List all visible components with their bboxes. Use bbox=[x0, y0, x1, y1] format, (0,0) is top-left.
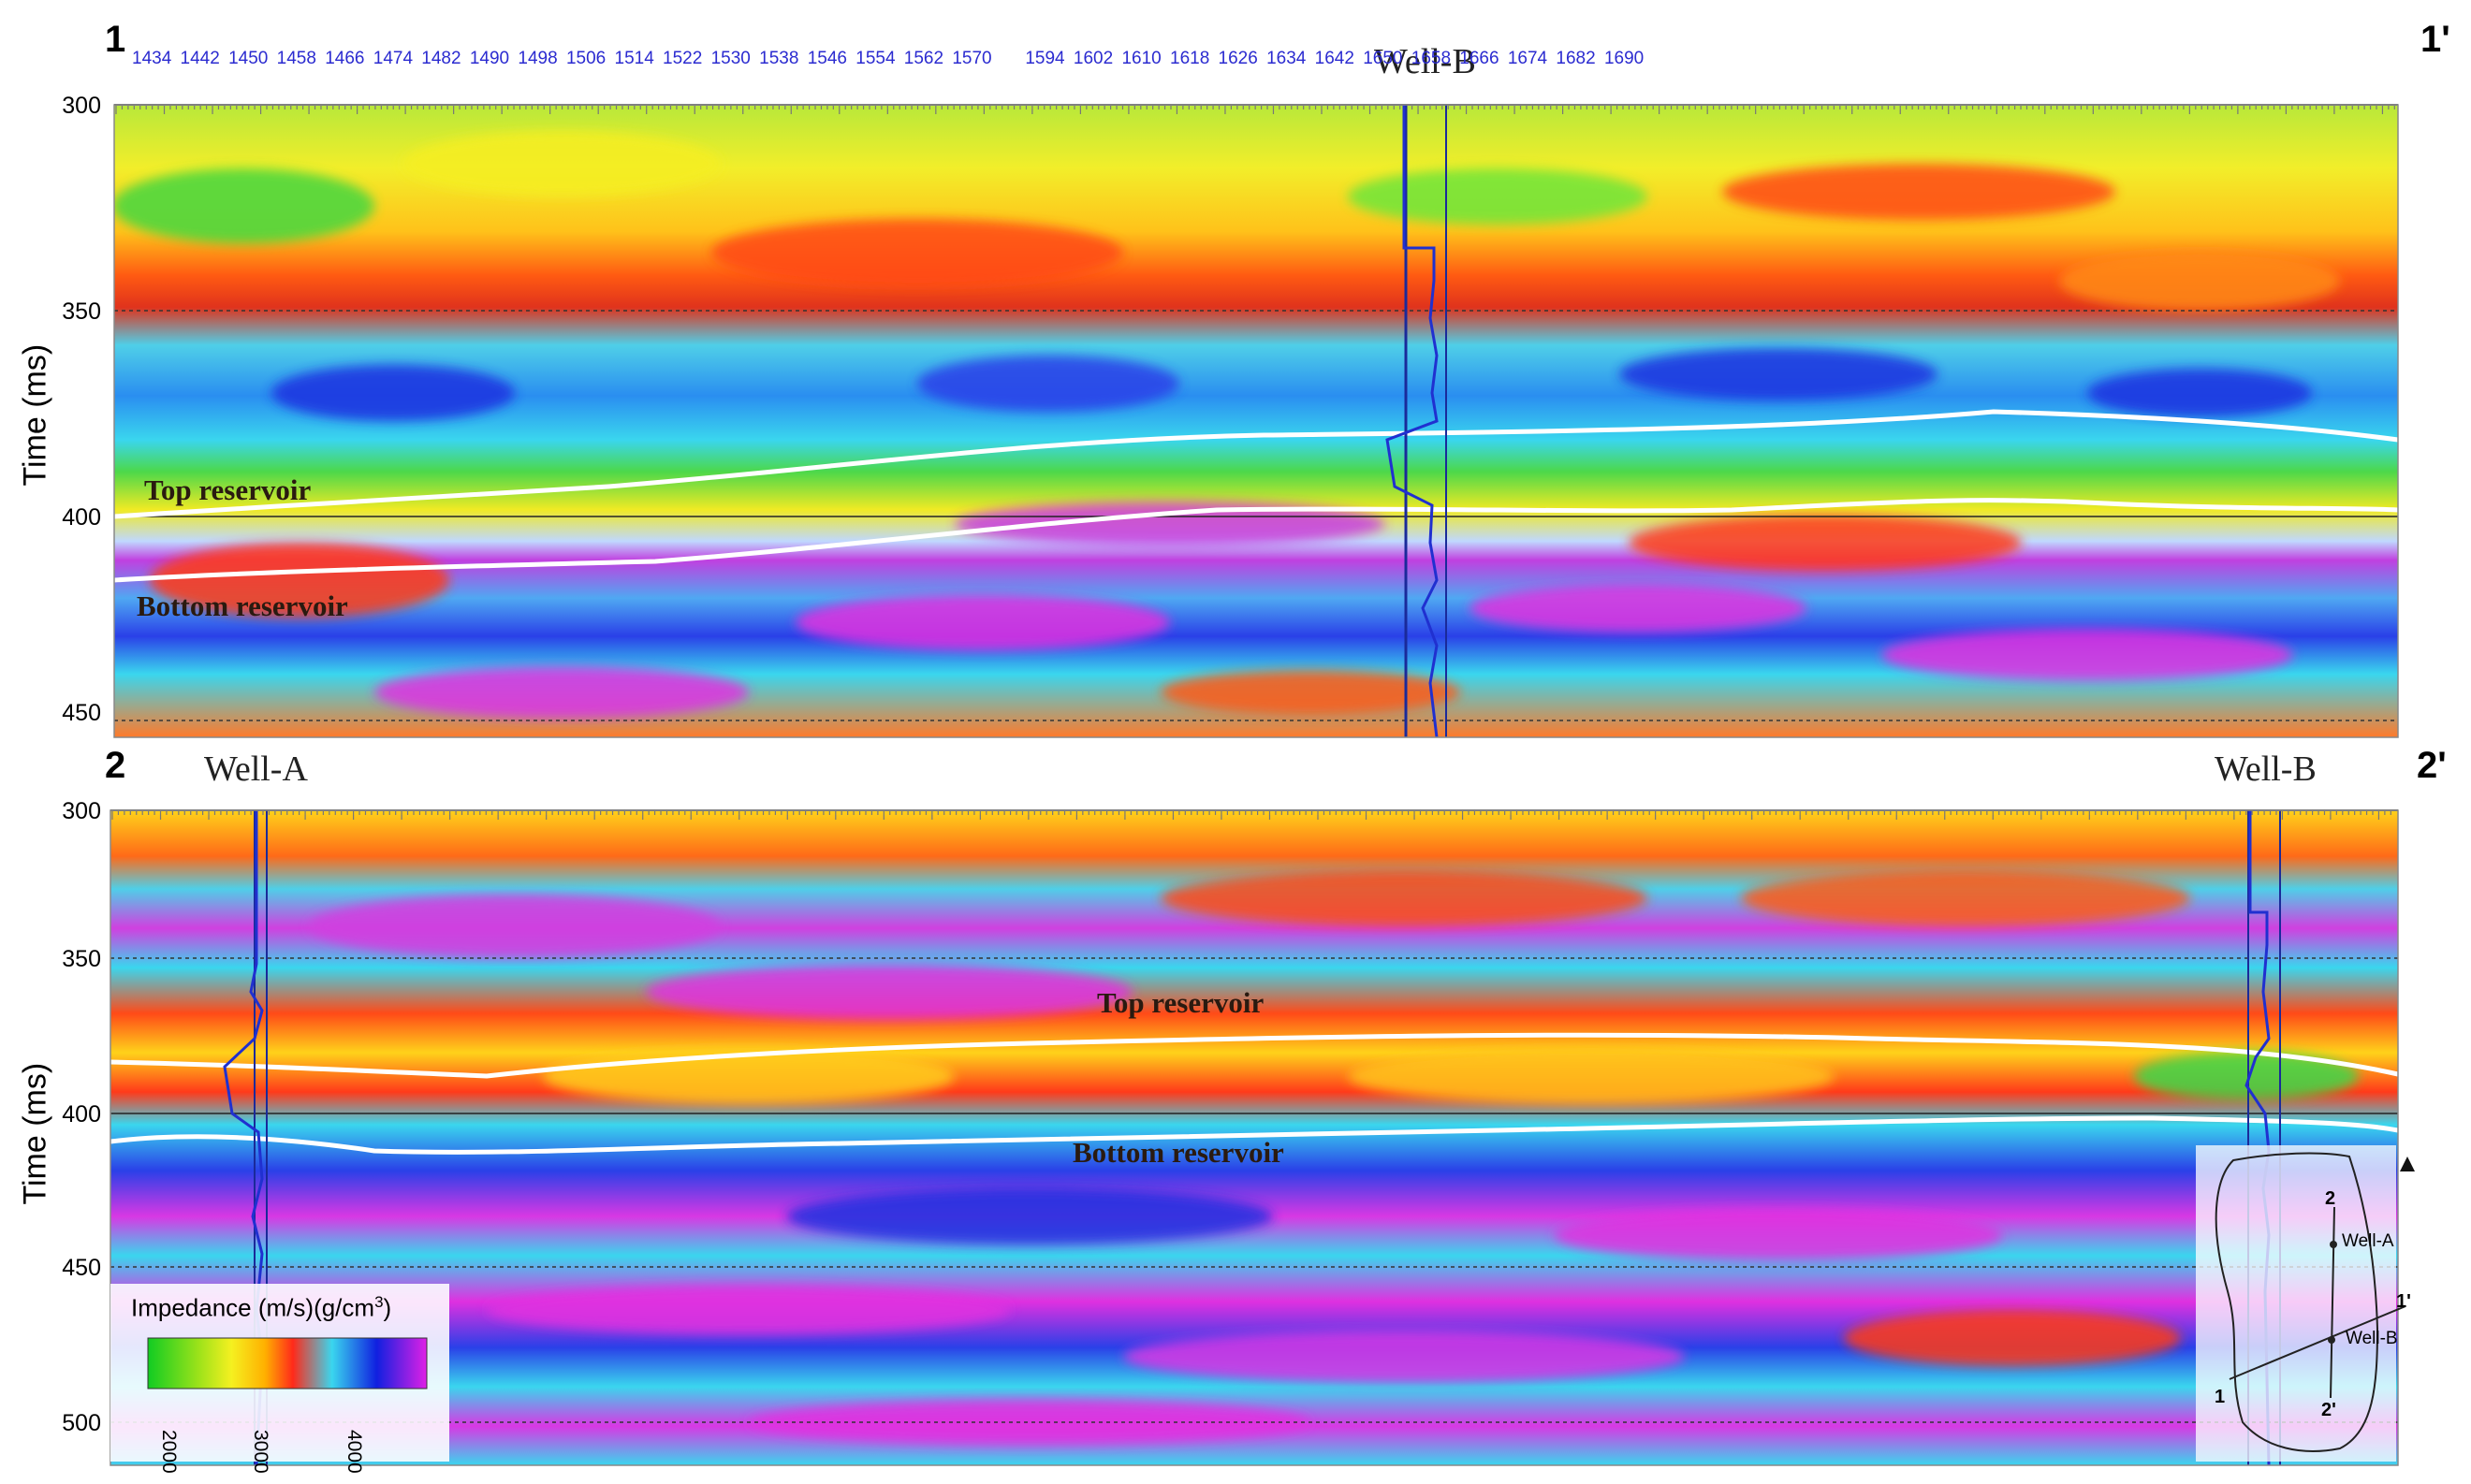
bottom-reservoir-horizon-upper bbox=[113, 498, 2399, 583]
trace-number-label: 1506 bbox=[565, 49, 607, 68]
trace-number-label: 1554 bbox=[855, 49, 896, 68]
trace-number-label: 1642 bbox=[1314, 49, 1354, 68]
section-label-1-prime: 1' bbox=[2420, 19, 2450, 60]
bottom-reservoir-horizon-lower bbox=[110, 1115, 2399, 1155]
legend-color-ramp bbox=[147, 1337, 428, 1389]
legend-tick-4000: 4000 bbox=[344, 1430, 365, 1474]
trace-number-label: 1450 bbox=[228, 49, 269, 68]
trace-number-label: 1466 bbox=[325, 49, 365, 68]
section-label-1: 1 bbox=[105, 19, 126, 60]
trace-number-label: 1570 bbox=[952, 49, 992, 68]
trace-number-label: 1538 bbox=[759, 49, 799, 68]
field-outline bbox=[2215, 1152, 2379, 1452]
trace-number-label: 1618 bbox=[1170, 49, 1210, 68]
well-b-label-bottom: Well-B bbox=[2215, 749, 2317, 789]
y-tick-450-top: 450 bbox=[62, 700, 101, 726]
trace-number-label: 1546 bbox=[807, 49, 847, 68]
legend-title-superscript: 3 bbox=[374, 1293, 384, 1311]
trace-number-label: 1498 bbox=[518, 49, 558, 68]
bottom-seismic-section bbox=[110, 809, 2399, 1466]
y-tick-400-top: 400 bbox=[62, 504, 101, 531]
trace-number-label: 1458 bbox=[276, 49, 316, 68]
y-tick-500-bottom: 500 bbox=[62, 1410, 101, 1436]
well-a-label: Well-A bbox=[204, 749, 308, 789]
inset-label-well-b: Well-B bbox=[2346, 1329, 2398, 1348]
trace-number-label: 1490 bbox=[469, 49, 510, 68]
inset-label-2: 2 bbox=[2325, 1188, 2336, 1209]
legend-tick-3000: 3000 bbox=[250, 1430, 271, 1474]
trace-number-axis: 1434 1442 1450 1458 1466 1474 1482 1490 1498 1506… bbox=[0, 49, 2471, 73]
legend-tick-2000: 2000 bbox=[158, 1430, 180, 1474]
top-seismic-section bbox=[113, 104, 2399, 738]
legend-title-close: ) bbox=[383, 1293, 392, 1322]
y-tick-300-top: 300 bbox=[62, 93, 101, 119]
trace-number-label: 1650 bbox=[1363, 49, 1403, 68]
trace-number-label: 1634 bbox=[1266, 49, 1307, 68]
impedance-legend bbox=[110, 1284, 449, 1462]
trace-number-label: 1434 bbox=[132, 49, 172, 68]
trace-number-label: 1442 bbox=[180, 49, 220, 68]
trace-number-label: 1474 bbox=[373, 49, 414, 68]
trace-number-label: 1658 bbox=[1411, 49, 1452, 68]
section-label-2-prime: 2' bbox=[2417, 745, 2447, 786]
trace-number-label: 1690 bbox=[1603, 49, 1645, 68]
bottom-reservoir-label-upper: Bottom reservoir bbox=[137, 589, 348, 622]
trace-number-label: 1522 bbox=[663, 49, 703, 68]
top-reservoir-label-upper: Top reservoir bbox=[144, 473, 312, 506]
section-label-2: 2 bbox=[105, 745, 126, 786]
y-axis-title-top: Time (ms) bbox=[17, 343, 53, 487]
line-1-1prime bbox=[2229, 1305, 2406, 1380]
y-tick-300-bottom: 300 bbox=[62, 798, 101, 824]
trace-number-label: 1626 bbox=[1218, 49, 1258, 68]
inset-location-map bbox=[2196, 1145, 2415, 1462]
well-b-log-top bbox=[1385, 105, 1439, 738]
trace-number-label: 1482 bbox=[421, 49, 461, 68]
trace-number-label: 1610 bbox=[1121, 49, 1162, 68]
trace-number-label: 1530 bbox=[710, 49, 751, 68]
trace-number-label: 1682 bbox=[1556, 49, 1596, 68]
top-reservoir-label-lower: Top reservoir bbox=[1097, 986, 1265, 1019]
line-2-2prime bbox=[2330, 1206, 2335, 1399]
y-tick-350-bottom: 350 bbox=[62, 946, 101, 972]
y-tick-350-top: 350 bbox=[62, 298, 101, 325]
legend-title: Impedance (m/s)(g/cm3) bbox=[131, 1293, 391, 1323]
inset-label-2-prime: 2' bbox=[2321, 1400, 2336, 1420]
trace-number-label: 1594 bbox=[1025, 49, 1065, 68]
inset-label-1: 1 bbox=[2215, 1387, 2226, 1407]
north-arrow-icon bbox=[2400, 1157, 2415, 1171]
y-tick-450-bottom: 450 bbox=[62, 1255, 101, 1281]
trace-number-label: 1514 bbox=[614, 49, 654, 68]
inset-label-well-a: Well-A bbox=[2342, 1231, 2394, 1251]
trace-number-label: 1666 bbox=[1459, 49, 1499, 68]
trace-number-label: 1674 bbox=[1507, 49, 1548, 68]
top-reservoir-horizon-upper bbox=[113, 409, 2399, 519]
top-reservoir-horizon-lower bbox=[110, 1032, 2399, 1079]
well-b-label-top: Well-B bbox=[1374, 42, 1476, 81]
trace-number-label: 1562 bbox=[903, 49, 944, 68]
bottom-reservoir-label-lower: Bottom reservoir bbox=[1073, 1136, 1284, 1169]
legend-title-main: Impedance (m/s)(g/cm bbox=[131, 1293, 375, 1322]
y-axis-title-bottom: Time (ms) bbox=[17, 1062, 53, 1205]
y-tick-400-bottom: 400 bbox=[62, 1101, 101, 1128]
inset-label-1-prime: 1' bbox=[2396, 1291, 2411, 1312]
trace-number-label: 1602 bbox=[1073, 49, 1114, 68]
